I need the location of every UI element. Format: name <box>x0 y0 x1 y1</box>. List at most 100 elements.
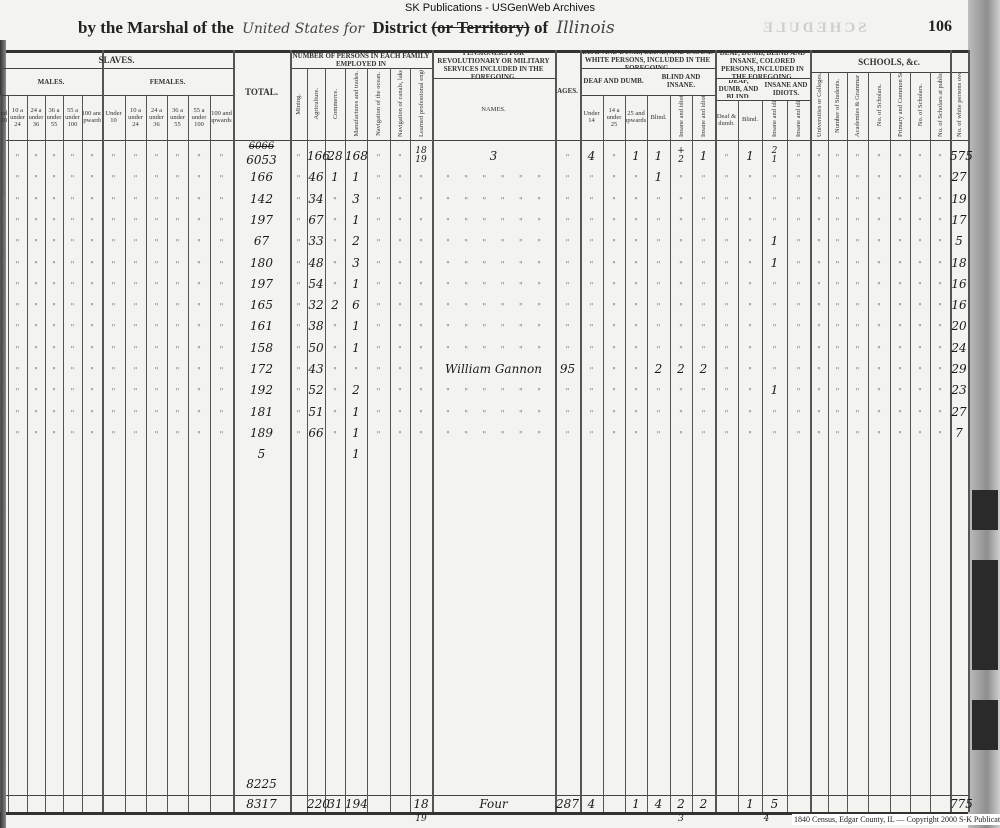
ditto-mark: " <box>197 238 201 248</box>
cell-agriculture: 32 <box>308 298 324 313</box>
group-header-colored-deaf-blind: DEAF, DUMB, AND BLIND. <box>718 80 759 98</box>
ditto-mark: " <box>70 366 75 375</box>
column-header-bw-insane-private: Insane and idiots at private charge. <box>693 96 714 138</box>
ditto-mark: " <box>175 238 180 248</box>
ditto-mark: " <box>2 323 6 333</box>
ditto-mark: " <box>376 429 381 439</box>
column-header-label: 24 a under 36 <box>149 106 164 128</box>
ditto-mark: " <box>219 216 224 226</box>
cell-agriculture: 46 <box>308 170 324 185</box>
ditto-mark: " <box>2 195 6 205</box>
ditto-mark: " <box>175 216 180 226</box>
ditto-mark: " <box>70 259 75 269</box>
ditto-mark: " <box>817 387 821 397</box>
ditto-mark: " <box>419 280 423 290</box>
ditto-mark: " <box>398 429 402 439</box>
ditto-mark: " <box>70 344 75 354</box>
ditto-mark: " <box>296 238 301 248</box>
column-header-m-24-36: 24 a under 36 <box>28 96 44 138</box>
ditto-mark: " <box>701 195 706 205</box>
ditto-mark: " <box>15 259 20 269</box>
ditto-mark: " <box>197 195 201 205</box>
ditto-mark: " <box>701 323 706 333</box>
ditto-mark: " <box>877 408 881 418</box>
ditto-mark: " <box>2 153 6 162</box>
ditto-mark: " <box>748 174 752 184</box>
ditto-mark: " <box>154 216 159 226</box>
ditto-mark: " <box>938 344 942 354</box>
ditto-mark: " <box>634 323 638 333</box>
cell-agriculture: 66 <box>308 425 324 440</box>
column-header-academies: Academies & Grammar Schools. <box>848 73 867 138</box>
ditto-mark: " <box>398 302 402 312</box>
column-divider <box>390 68 391 812</box>
ditto-mark: " <box>111 216 116 226</box>
ditto-mark: " <box>656 344 661 354</box>
ditto-mark: " <box>111 429 116 439</box>
ditto-mark: " <box>612 174 616 184</box>
cell-c-insane-private: 1 <box>770 255 779 270</box>
ditto-mark: " <box>817 153 821 162</box>
ditto-mark: " <box>34 366 38 375</box>
ditto-mark: " <box>589 174 594 184</box>
column-divider <box>345 68 346 812</box>
ditto-mark: " <box>219 302 224 312</box>
ditto-mark: " <box>90 259 94 269</box>
ditto-mark: " <box>724 280 729 290</box>
ditto-mark: " <box>154 429 159 439</box>
ditto-mark: " <box>565 153 570 162</box>
page-number: 106 <box>928 18 952 35</box>
ditto-mark: " <box>817 259 821 269</box>
ditto-mark: " <box>90 238 94 248</box>
scan-left-edge <box>0 40 6 828</box>
ditto-mark: " <box>34 216 38 226</box>
ditto-mark: " <box>133 366 138 375</box>
ditto-mark: " <box>111 195 116 205</box>
cell-names: William Gannon <box>445 362 542 376</box>
ditto-mark: " <box>333 366 337 375</box>
cell-illiterate: 7 <box>955 425 963 440</box>
ditto-mark: " <box>877 238 881 248</box>
column-header-label: Navigation of the ocean. <box>375 72 382 136</box>
column-header-f-10-24: 10 a under 24 <box>126 96 145 138</box>
ditto-mark: " <box>90 344 94 354</box>
ditto-mark: " <box>398 387 402 397</box>
page-title: by the Marshal of the United States for … <box>78 18 619 38</box>
ditto-mark: " <box>656 387 661 397</box>
ditto-marks: " " " " " " <box>446 387 541 397</box>
ditto-mark: " <box>90 429 94 439</box>
column-divider <box>828 72 829 812</box>
ditto-mark: " <box>52 195 56 205</box>
column-header-label: 55 a under 100 <box>65 106 80 128</box>
ditto-mark: " <box>565 408 570 418</box>
column-header-label: Agriculture. <box>312 88 320 120</box>
ditto-mark: " <box>565 280 570 290</box>
column-divider <box>63 95 64 812</box>
ditto-mark: " <box>748 408 752 418</box>
ditto-mark: " <box>197 387 201 397</box>
ditto-mark: " <box>419 238 423 248</box>
ditto-mark: " <box>398 344 402 354</box>
column-header-label: Universities or Colleges. <box>815 73 823 137</box>
ditto-mark: " <box>855 153 860 162</box>
column-header-label: 25 and upwards. <box>626 110 646 124</box>
ditto-mark: " <box>612 280 616 290</box>
ditto-mark: " <box>835 387 840 397</box>
ditto-mark: " <box>918 344 922 354</box>
column-header-label: Under 10 <box>105 110 122 124</box>
ditto-mark: " <box>15 408 20 418</box>
ditto-mark: " <box>679 323 683 333</box>
ditto-mark: " <box>701 238 706 248</box>
ditto-mark: " <box>154 174 159 184</box>
ditto-mark: " <box>817 195 821 205</box>
ditto-mark: " <box>612 216 616 226</box>
ditto-mark: " <box>154 302 159 312</box>
ditto-mark: " <box>398 153 402 162</box>
ditto-mark: " <box>938 280 942 290</box>
column-header-label: Blind. <box>741 116 759 123</box>
column-divider <box>930 72 931 812</box>
ditto-mark: " <box>701 429 706 439</box>
ditto-mark: " <box>219 366 224 375</box>
ditto-mark: " <box>772 195 777 205</box>
group-rule <box>810 72 968 73</box>
